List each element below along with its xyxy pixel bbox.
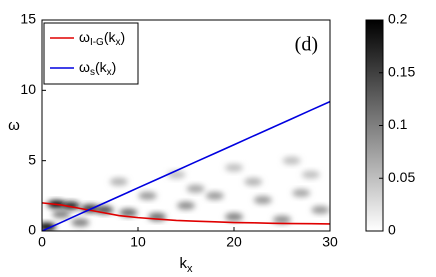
legend-label-sub: x <box>107 67 112 78</box>
heat-cell <box>292 189 311 198</box>
legend-label: ωI-G(kx) <box>79 29 125 48</box>
legend-label-main: (k <box>95 59 108 75</box>
legend-label-main: ω <box>79 59 90 75</box>
heat-cell <box>253 196 272 205</box>
legend-label-main: ) <box>112 59 117 75</box>
legend <box>43 22 139 85</box>
legend-label: ωs(kx) <box>79 59 116 78</box>
x-axis-label: kx <box>180 255 194 275</box>
heat-cell <box>177 201 195 210</box>
heat-cell <box>282 156 301 165</box>
y-tick-label: 0 <box>28 222 36 238</box>
colorbar-tick-label: 0.2 <box>388 11 408 27</box>
y-tick-label: 10 <box>20 81 36 97</box>
heat-cell <box>301 170 320 179</box>
legend-label-sub: I-G <box>90 37 104 48</box>
panel-label: (d) <box>295 34 318 56</box>
legend-label-main: ) <box>121 29 126 45</box>
heat-cell <box>311 205 330 214</box>
x-label-main: k <box>180 255 188 272</box>
legend-label-main: ω <box>79 29 90 45</box>
heat-cell <box>205 191 224 200</box>
legend-label-sub: x <box>116 37 121 48</box>
series-line <box>42 100 330 231</box>
heat-cell <box>52 210 71 219</box>
colorbar-tick-label: 0 <box>388 222 396 238</box>
plot-frame <box>41 19 331 232</box>
y-tick-label: 5 <box>28 151 36 167</box>
heat-cell <box>71 218 90 227</box>
y-axis-label: ω <box>8 117 20 134</box>
heat-cell <box>244 177 263 186</box>
heat-cell <box>186 184 205 193</box>
colorbar-tick-label: 0.1 <box>388 116 408 132</box>
y-tick-label: 15 <box>20 11 36 27</box>
colorbar-tick-label: 0.05 <box>388 169 415 185</box>
x-tick-label: 10 <box>130 234 146 250</box>
heat-cell <box>225 212 243 221</box>
heat-cell <box>119 208 138 217</box>
legend-label-sub: s <box>90 67 95 78</box>
heatmap <box>42 156 330 231</box>
heat-cell <box>109 177 128 186</box>
heat-cell <box>138 191 157 200</box>
heat-cell <box>167 170 186 179</box>
x-label-sub: x <box>187 263 193 275</box>
x-tick-label: 20 <box>226 234 242 250</box>
legend-label-main: (k <box>104 29 117 45</box>
heat-cell <box>273 215 291 224</box>
lines <box>42 100 330 231</box>
x-tick-label: 30 <box>322 234 338 250</box>
x-tick-label: 0 <box>38 234 46 250</box>
colorbar-tick-label: 0.15 <box>388 63 415 79</box>
heat-cell <box>225 163 243 172</box>
